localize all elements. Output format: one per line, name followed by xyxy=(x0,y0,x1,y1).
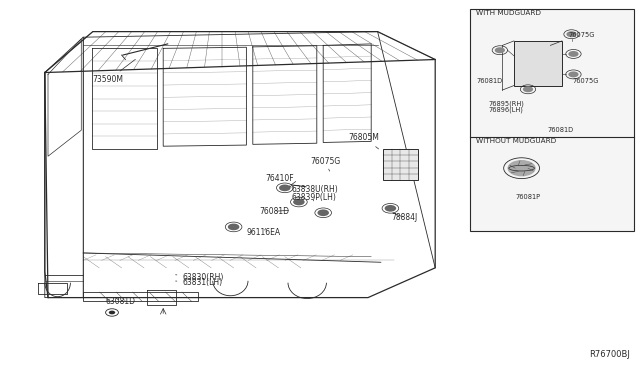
Text: 76895(RH): 76895(RH) xyxy=(488,101,524,108)
Text: 76805M: 76805M xyxy=(349,133,380,149)
Circle shape xyxy=(495,47,505,53)
Text: WITHOUT MUDGUARD: WITHOUT MUDGUARD xyxy=(476,138,556,144)
Text: 76075G: 76075G xyxy=(310,157,340,171)
Circle shape xyxy=(568,71,579,77)
Text: 63831(LH): 63831(LH) xyxy=(175,278,223,287)
Circle shape xyxy=(317,209,329,216)
Text: 63830(RH): 63830(RH) xyxy=(175,273,224,282)
Text: 63081D: 63081D xyxy=(106,297,136,306)
Circle shape xyxy=(508,160,536,176)
Circle shape xyxy=(568,51,579,57)
Text: 73590M: 73590M xyxy=(93,60,136,84)
Circle shape xyxy=(523,86,533,92)
Text: 76075G: 76075G xyxy=(568,32,595,38)
Text: 63839P(LH): 63839P(LH) xyxy=(291,193,336,202)
Text: 63838U(RH): 63838U(RH) xyxy=(291,185,338,194)
Circle shape xyxy=(566,31,577,37)
Text: R76700BJ: R76700BJ xyxy=(589,350,630,359)
Text: 96116EA: 96116EA xyxy=(246,228,280,237)
Text: 76075G: 76075G xyxy=(573,78,599,84)
Text: WITH MUDGUARD: WITH MUDGUARD xyxy=(476,10,541,16)
Text: 76081D: 76081D xyxy=(259,207,289,216)
Circle shape xyxy=(109,311,115,314)
Text: 76081P: 76081P xyxy=(515,194,540,200)
Circle shape xyxy=(293,199,305,205)
Bar xyxy=(514,41,562,86)
Text: 76081D: 76081D xyxy=(477,78,503,84)
Circle shape xyxy=(228,224,239,230)
Text: 78884J: 78884J xyxy=(392,213,418,222)
Text: 76081D: 76081D xyxy=(548,127,574,133)
Bar xyxy=(383,149,418,180)
Circle shape xyxy=(385,205,396,212)
Bar xyxy=(470,9,634,231)
Circle shape xyxy=(279,185,291,191)
Text: 76896(LH): 76896(LH) xyxy=(488,106,523,113)
Text: 76410F: 76410F xyxy=(266,174,294,187)
